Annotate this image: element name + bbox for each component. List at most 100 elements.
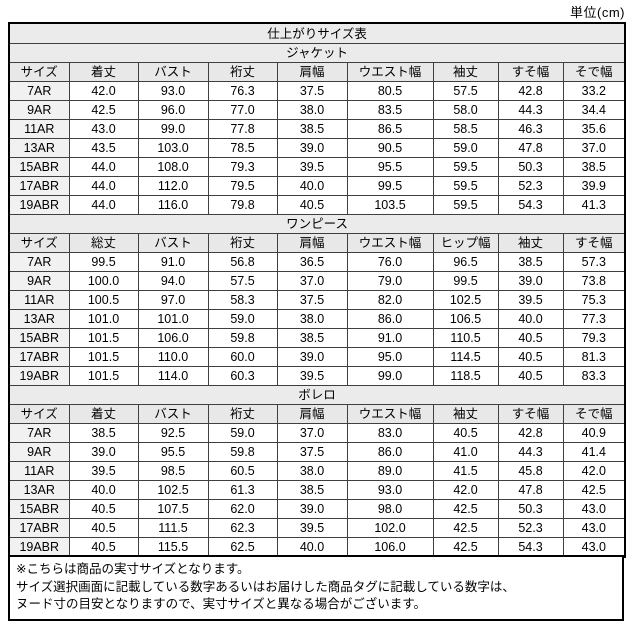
size-value: 39.5 <box>276 366 348 386</box>
size-value: 96.5 <box>432 252 499 272</box>
size-value: 39.5 <box>68 461 139 481</box>
size-value: 95.5 <box>346 157 434 177</box>
size-value: 58.3 <box>207 290 278 310</box>
size-value: 110.5 <box>432 328 499 348</box>
section-title: ジャケット <box>8 43 626 63</box>
table-row: 13AR 43.5 103.0 78.5 39.0 90.5 59.0 47.8 37.0 <box>8 138 626 158</box>
size-value: 79.8 <box>207 195 278 215</box>
table-row: 11AR 39.5 98.5 60.5 38.0 89.0 41.5 45.8 42.0 <box>8 461 626 481</box>
size-value: 110.0 <box>137 347 209 367</box>
size-value: 35.6 <box>562 119 626 139</box>
table-row: 19ABR 40.5 115.5 62.5 40.0 106.0 42.5 54.3 43.0 <box>8 537 626 558</box>
column-header: サイズ <box>8 62 70 82</box>
size-value: 41.3 <box>562 195 626 215</box>
size-value: 91.0 <box>346 328 434 348</box>
column-header: そで幅 <box>562 404 626 424</box>
size-value: 116.0 <box>137 195 209 215</box>
column-header: すそ幅 <box>562 233 626 253</box>
size-value: 99.5 <box>68 252 139 272</box>
size-value: 39.5 <box>276 518 348 538</box>
size-value: 108.0 <box>137 157 209 177</box>
size-value: 61.3 <box>207 480 278 500</box>
size-value: 114.0 <box>137 366 209 386</box>
size-value: 77.0 <box>207 100 278 120</box>
size-label: 13AR <box>8 309 70 329</box>
size-value: 43.0 <box>562 537 626 558</box>
column-header: そで幅 <box>562 62 626 82</box>
size-value: 40.0 <box>276 176 348 196</box>
size-value: 102.0 <box>346 518 434 538</box>
size-value: 101.5 <box>68 366 139 386</box>
column-header: 総丈 <box>68 233 139 253</box>
table-row: 19ABR 44.0 116.0 79.8 40.5 103.5 59.5 54.3 41.3 <box>8 195 626 215</box>
size-value: 111.5 <box>137 518 209 538</box>
table-row: 15ABR 40.5 107.5 62.0 39.0 98.0 42.5 50.3 43.0 <box>8 499 626 519</box>
size-value: 37.5 <box>276 290 348 310</box>
section-title: ボレロ <box>8 385 626 405</box>
size-value: 40.5 <box>497 347 564 367</box>
size-value: 44.3 <box>497 100 564 120</box>
size-value: 75.3 <box>562 290 626 310</box>
size-value: 58.5 <box>432 119 499 139</box>
column-header: 着丈 <box>68 404 139 424</box>
size-value: 90.5 <box>346 138 434 158</box>
size-label: 11AR <box>8 461 70 481</box>
size-value: 60.5 <box>207 461 278 481</box>
size-value: 42.5 <box>432 518 499 538</box>
size-value: 39.0 <box>276 499 348 519</box>
size-value: 42.5 <box>432 499 499 519</box>
size-value: 52.3 <box>497 176 564 196</box>
size-value: 40.5 <box>497 328 564 348</box>
size-value: 38.5 <box>68 423 139 443</box>
size-label: 15ABR <box>8 328 70 348</box>
column-header: ウエスト幅 <box>346 62 434 82</box>
size-value: 39.5 <box>276 157 348 177</box>
size-value: 40.5 <box>68 518 139 538</box>
size-value: 40.5 <box>68 537 139 558</box>
size-value: 56.8 <box>207 252 278 272</box>
table-row: 11AR 100.5 97.0 58.3 37.5 82.0 102.5 39.5 75.3 <box>8 290 626 310</box>
size-value: 42.0 <box>562 461 626 481</box>
size-table: 仕上がりサイズ表 ジャケットサイズ 着丈 バスト 裄丈 肩幅 ウエスト幅 袖丈 すそ幅 そで幅 7A… <box>8 22 627 558</box>
size-value: 79.5 <box>207 176 278 196</box>
size-label: 17ABR <box>8 176 70 196</box>
column-header-row: サイズ 総丈 バスト 裄丈 肩幅 ウエスト幅 ヒップ幅 袖丈 すそ幅 <box>8 233 626 253</box>
column-header: ウエスト幅 <box>346 233 434 253</box>
table-row: 9AR 39.0 95.5 59.8 37.5 86.0 41.0 44.3 41.4 <box>8 442 626 462</box>
column-header: ヒップ幅 <box>432 233 499 253</box>
size-value: 43.0 <box>562 518 626 538</box>
table-row: 9AR 100.0 94.0 57.5 37.0 79.0 99.5 39.0 73.8 <box>8 271 626 291</box>
size-value: 62.3 <box>207 518 278 538</box>
size-label: 19ABR <box>8 195 70 215</box>
size-value: 44.0 <box>68 157 139 177</box>
column-header-row: サイズ 着丈 バスト 裄丈 肩幅 ウエスト幅 袖丈 すそ幅 そで幅 <box>8 404 626 424</box>
size-value: 101.5 <box>68 328 139 348</box>
size-label: 19ABR <box>8 537 70 558</box>
column-header: 肩幅 <box>276 404 348 424</box>
table-row: 17ABR 40.5 111.5 62.3 39.5 102.0 42.5 52.3 43.0 <box>8 518 626 538</box>
size-value: 83.0 <box>346 423 434 443</box>
size-label: 15ABR <box>8 157 70 177</box>
table-row: 13AR 101.0 101.0 59.0 38.0 86.0 106.5 40.0 77.3 <box>8 309 626 329</box>
column-header: 肩幅 <box>276 62 348 82</box>
size-value: 103.5 <box>346 195 434 215</box>
size-value: 37.0 <box>562 138 626 158</box>
size-value: 38.0 <box>276 100 348 120</box>
size-value: 59.0 <box>432 138 499 158</box>
size-label: 7AR <box>8 423 70 443</box>
size-value: 106.0 <box>346 537 434 558</box>
size-value: 93.0 <box>346 480 434 500</box>
size-value: 89.0 <box>346 461 434 481</box>
size-value: 59.5 <box>432 195 499 215</box>
size-label: 17ABR <box>8 518 70 538</box>
column-header: 着丈 <box>68 62 139 82</box>
section-title-row: ジャケット <box>8 43 626 63</box>
column-header: 袖丈 <box>497 233 564 253</box>
column-header: 肩幅 <box>276 233 348 253</box>
table-title-row: 仕上がりサイズ表 <box>8 22 626 44</box>
table-title: 仕上がりサイズ表 <box>8 22 626 44</box>
column-header: サイズ <box>8 404 70 424</box>
size-value: 39.0 <box>276 347 348 367</box>
size-value: 97.0 <box>137 290 209 310</box>
size-label: 13AR <box>8 480 70 500</box>
